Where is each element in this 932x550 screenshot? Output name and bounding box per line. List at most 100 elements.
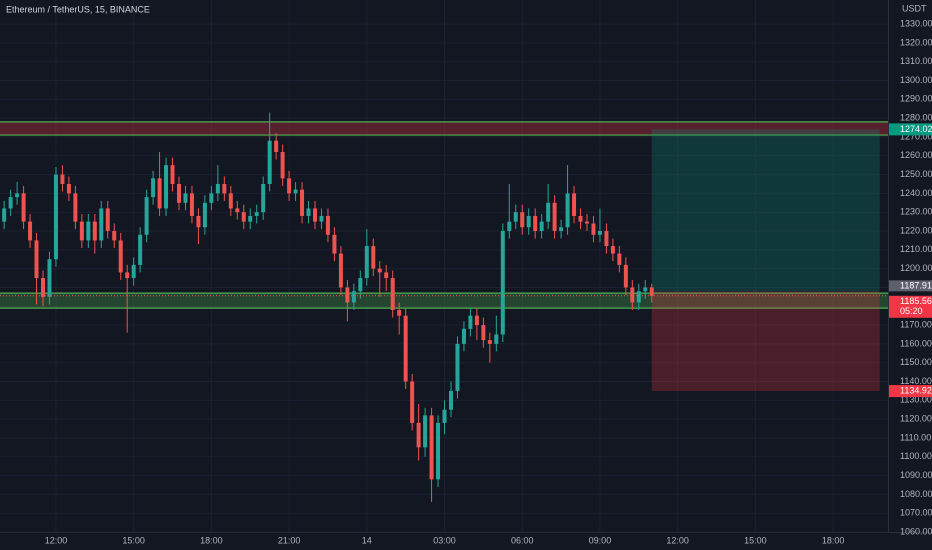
candle-body bbox=[125, 272, 130, 279]
y-tick-label: 1160.00 bbox=[900, 338, 932, 348]
candle-body bbox=[436, 422, 441, 480]
candle-body bbox=[487, 340, 492, 344]
x-tick-label: 14 bbox=[362, 535, 372, 545]
y-axis-label: USDT bbox=[902, 3, 927, 13]
y-tick-label: 1140.00 bbox=[900, 376, 932, 386]
candle-body bbox=[410, 381, 415, 423]
candle-body bbox=[345, 287, 350, 303]
axes: 1330.00 1320.00 1310.00 1300.00 1290.00 1280.… bbox=[45, 18, 932, 545]
candle-body bbox=[2, 208, 7, 222]
candle-body bbox=[105, 208, 110, 232]
candle-body bbox=[494, 334, 499, 344]
x-tick-label: 12:00 bbox=[666, 535, 689, 545]
y-tick-label: 1110.00 bbox=[900, 432, 931, 442]
candle-body bbox=[196, 215, 201, 228]
candle-body bbox=[513, 212, 518, 222]
candle-body bbox=[280, 152, 285, 179]
candle-body bbox=[481, 325, 486, 341]
price-label: 1134.92 bbox=[900, 385, 932, 395]
candle-body bbox=[60, 174, 65, 184]
candle-body bbox=[241, 212, 246, 222]
x-tick-label: 09:00 bbox=[589, 535, 612, 545]
candle-body bbox=[610, 246, 615, 254]
candle-body bbox=[66, 183, 71, 194]
candle-body bbox=[235, 208, 240, 213]
candle-body bbox=[338, 253, 343, 288]
candle-body bbox=[455, 343, 460, 391]
x-tick-label: 03:00 bbox=[433, 535, 456, 545]
grid bbox=[0, 0, 888, 533]
candle-body bbox=[474, 315, 479, 326]
candle-body bbox=[643, 287, 648, 292]
candle-body bbox=[397, 310, 402, 316]
candle-body bbox=[215, 183, 220, 194]
candle-body bbox=[202, 202, 207, 228]
y-tick-label: 1070.00 bbox=[900, 508, 932, 518]
candle-body bbox=[157, 178, 162, 209]
y-tick-label: 1300.00 bbox=[900, 75, 932, 85]
candle-body bbox=[131, 264, 136, 279]
loss-zone bbox=[651, 291, 880, 392]
y-tick-label: 1200.00 bbox=[900, 263, 932, 273]
candle-body bbox=[21, 193, 26, 222]
candle-body bbox=[520, 212, 525, 228]
y-tick-label: 1080.00 bbox=[900, 489, 932, 499]
candle-body bbox=[552, 202, 557, 232]
candle-body bbox=[559, 227, 564, 232]
candle-body bbox=[429, 415, 434, 480]
candle-body bbox=[468, 315, 473, 329]
candle-body bbox=[86, 221, 91, 241]
candle-body bbox=[53, 174, 58, 260]
plot bbox=[0, 112, 888, 502]
candle-body bbox=[228, 193, 233, 209]
candle-body bbox=[144, 197, 149, 235]
y-tick-label: 1060.00 bbox=[900, 526, 932, 536]
candle-body bbox=[565, 193, 570, 228]
candle-body bbox=[164, 165, 169, 209]
x-tick-label: 12:00 bbox=[45, 535, 68, 545]
candle-body bbox=[461, 328, 466, 344]
candle-body bbox=[287, 178, 292, 194]
x-tick-label: 06:00 bbox=[511, 535, 534, 545]
candle-body bbox=[500, 231, 505, 335]
price-label-box bbox=[889, 123, 932, 136]
y-tick-label: 1290.00 bbox=[900, 94, 932, 104]
candle-body bbox=[15, 193, 20, 198]
candle-body bbox=[442, 409, 447, 423]
candle-body bbox=[416, 422, 421, 448]
price-label: 1185.56 bbox=[900, 296, 932, 306]
y-tick-label: 1210.00 bbox=[900, 244, 932, 254]
candle-body bbox=[151, 178, 156, 198]
candle-body bbox=[306, 208, 311, 216]
zone bbox=[0, 293, 888, 309]
candle-body bbox=[403, 315, 408, 382]
candle-body bbox=[390, 278, 395, 311]
candle-body bbox=[351, 291, 356, 303]
candle-body bbox=[73, 193, 78, 222]
candle-body bbox=[526, 215, 531, 228]
candle-body bbox=[584, 221, 589, 224]
x-tick-label: 18:00 bbox=[822, 535, 845, 545]
y-tick-label: 1280.00 bbox=[900, 113, 932, 123]
candle-body bbox=[248, 215, 253, 222]
y-tick-label: 1250.00 bbox=[900, 169, 932, 179]
y-tick-label: 1130.00 bbox=[900, 395, 932, 405]
y-tick-label: 1120.00 bbox=[900, 414, 932, 424]
candle-body bbox=[636, 291, 641, 303]
candle-body bbox=[293, 189, 298, 194]
candle-body bbox=[332, 234, 337, 254]
candle-body bbox=[183, 193, 188, 203]
y-tick-label: 1170.00 bbox=[900, 319, 932, 329]
candle-body bbox=[364, 246, 369, 279]
candle-body bbox=[649, 287, 654, 296]
y-tick-label: 1310.00 bbox=[900, 56, 932, 66]
candle-body bbox=[371, 246, 376, 269]
candle-body bbox=[222, 183, 227, 194]
candle-body bbox=[630, 287, 635, 303]
candle-body bbox=[533, 215, 538, 232]
candle-body bbox=[604, 231, 609, 247]
x-tick-label: 21:00 bbox=[278, 535, 301, 545]
